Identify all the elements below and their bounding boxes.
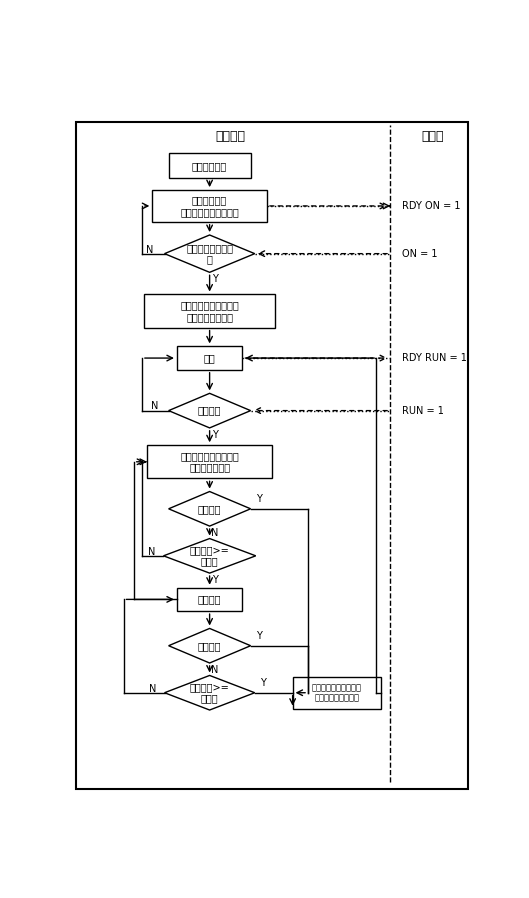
Text: 接收控制台启动指
令: 接收控制台启动指 令: [186, 242, 233, 264]
Polygon shape: [165, 675, 255, 710]
Text: N: N: [147, 244, 154, 254]
Text: 自检状态正常
向控制台反馈整机状态: 自检状态正常 向控制台反馈整机状态: [180, 195, 239, 216]
Text: 待机: 待机: [204, 353, 215, 363]
Text: ON = 1: ON = 1: [403, 249, 438, 259]
Text: N: N: [148, 547, 155, 557]
Text: 恒压充电: 恒压充电: [198, 594, 221, 604]
Text: 离站信号: 离站信号: [198, 504, 221, 514]
FancyBboxPatch shape: [76, 121, 468, 788]
Text: Y: Y: [256, 631, 262, 641]
Text: 充电装置封锁输出，断
开上（下）行接触器: 充电装置封锁输出，断 开上（下）行接触器: [312, 683, 362, 702]
Polygon shape: [169, 393, 251, 428]
Text: N: N: [211, 528, 218, 538]
Text: Y: Y: [212, 274, 217, 285]
Text: 网侧整流器先行完成预
充电、合主断路器: 网侧整流器先行完成预 充电、合主断路器: [180, 300, 239, 321]
Text: Y: Y: [212, 430, 217, 440]
Text: RDY RUN = 1: RDY RUN = 1: [403, 353, 467, 363]
Text: RUN = 1: RUN = 1: [403, 406, 444, 416]
Text: Y: Y: [212, 575, 217, 585]
Text: Y: Y: [256, 494, 262, 504]
FancyBboxPatch shape: [169, 154, 251, 179]
FancyBboxPatch shape: [147, 445, 272, 479]
FancyBboxPatch shape: [293, 677, 381, 709]
Text: 充电装置: 充电装置: [215, 130, 245, 144]
Text: 离站信号: 离站信号: [198, 640, 221, 651]
Text: 控制台: 控制台: [422, 130, 444, 144]
FancyBboxPatch shape: [177, 347, 242, 370]
Text: 进站信号: 进站信号: [198, 406, 221, 416]
Polygon shape: [165, 235, 255, 272]
Text: N: N: [149, 683, 156, 693]
Polygon shape: [169, 629, 251, 663]
Text: 恒压延时>=
设定值: 恒压延时>= 设定值: [190, 682, 230, 703]
Text: N: N: [211, 665, 218, 675]
Polygon shape: [169, 491, 251, 526]
FancyBboxPatch shape: [144, 295, 275, 328]
FancyBboxPatch shape: [152, 190, 267, 222]
Text: N: N: [151, 401, 158, 411]
Text: 上电自检完成: 上电自检完成: [192, 161, 227, 171]
Polygon shape: [163, 539, 256, 573]
Text: 上下行选择，合相应接
触器，恒流充电: 上下行选择，合相应接 触器，恒流充电: [180, 451, 239, 472]
Text: Y: Y: [260, 678, 266, 688]
Text: 输出电压>=
设定值: 输出电压>= 设定值: [190, 545, 230, 567]
Text: RDY ON = 1: RDY ON = 1: [403, 201, 461, 211]
FancyBboxPatch shape: [177, 587, 242, 612]
